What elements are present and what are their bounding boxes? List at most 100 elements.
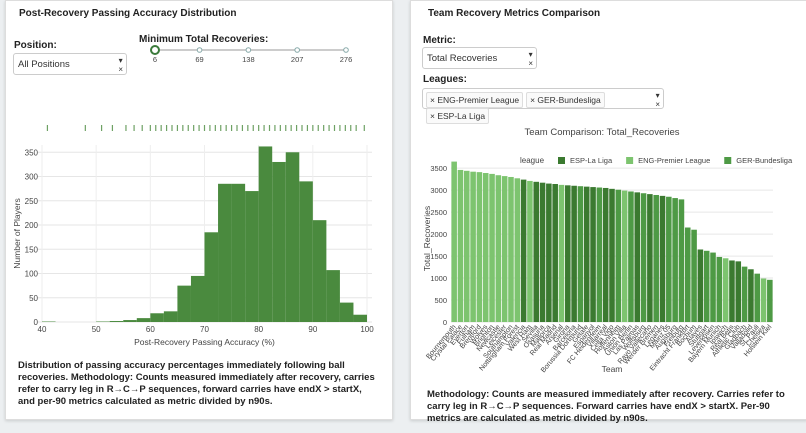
slider-mark-label: 69 <box>195 55 203 64</box>
bar <box>514 178 521 322</box>
bar <box>666 196 672 322</box>
legend-swatch <box>558 157 565 164</box>
bar <box>767 279 773 322</box>
y-tick-label: 150 <box>25 245 39 254</box>
x-tick-label: 100 <box>360 325 374 334</box>
chip-text: ESP-La Liga <box>437 111 486 121</box>
bar <box>476 172 483 322</box>
x-axis-label: Post-Recovery Passing Accuracy (%) <box>134 337 275 347</box>
bar <box>565 185 571 322</box>
bar <box>583 186 590 322</box>
bar <box>546 183 552 322</box>
legend-label: ESP-La Liga <box>570 156 613 165</box>
bar <box>571 185 577 322</box>
bar <box>590 187 596 322</box>
bar <box>621 190 628 322</box>
chip-remove[interactable]: × <box>530 95 538 105</box>
histogram-bar <box>339 302 354 322</box>
bar <box>495 175 502 322</box>
y-tick-label: 250 <box>25 197 39 206</box>
chip-remove[interactable]: × <box>430 111 438 121</box>
chip-remove[interactable]: × <box>430 95 438 105</box>
histogram-bar <box>218 183 232 322</box>
bar <box>489 173 495 322</box>
histogram-bar <box>258 146 273 322</box>
x-tick-label: 80 <box>254 325 263 334</box>
slider-mark-label: 6 <box>153 55 157 64</box>
dropdown-icons: ▾ × <box>118 56 123 74</box>
bar <box>451 161 457 322</box>
leagues-multiselect[interactable]: × ENG-Premier League × GER-Bundesliga× ES… <box>422 88 664 124</box>
description: Distribution of passing accuracy percent… <box>18 360 375 407</box>
slider-mark <box>294 47 300 53</box>
bar <box>464 170 470 322</box>
bar <box>659 195 666 322</box>
bar <box>457 169 464 322</box>
bar <box>703 250 710 322</box>
bar <box>558 184 565 322</box>
bar <box>470 171 476 322</box>
position-dropdown[interactable]: All Positions ▾ × <box>13 53 127 75</box>
bar <box>577 186 584 322</box>
y-tick-label: 1500 <box>430 252 447 261</box>
bar <box>501 176 508 322</box>
y-axis-label: Number of Players <box>12 198 22 268</box>
bar <box>533 181 540 322</box>
bar <box>539 182 546 322</box>
histogram-bar <box>299 181 313 322</box>
histogram-bar <box>123 320 137 322</box>
x-tick-label: 40 <box>38 325 47 334</box>
bar <box>653 194 659 322</box>
histogram-bar <box>285 152 300 322</box>
histogram-bar <box>245 191 259 322</box>
histogram-bar <box>109 321 124 322</box>
slider-mark-label: 276 <box>340 55 353 64</box>
bar <box>615 189 622 322</box>
bar <box>741 266 748 322</box>
bar <box>760 278 767 322</box>
y-tick-label: 300 <box>25 173 39 182</box>
histogram-bar <box>190 275 205 322</box>
y-tick-label: 500 <box>434 296 447 305</box>
histogram-bar <box>272 161 286 322</box>
y-tick-label: 50 <box>29 294 38 303</box>
position-value: All Positions <box>18 59 70 70</box>
panel-title: Post-Recovery Passing Accuracy Distribut… <box>19 8 237 19</box>
league-chip[interactable]: × GER-Bundesliga <box>526 92 605 108</box>
legend-title: league <box>520 156 545 165</box>
y-tick-label: 2000 <box>430 230 447 239</box>
histogram-bar <box>136 318 151 322</box>
bar <box>628 191 634 322</box>
metric-dropdown[interactable]: Total Recoveries ▾ × <box>422 47 537 69</box>
league-chip[interactable]: × ESP-La Liga <box>426 108 490 124</box>
bar <box>722 258 729 322</box>
y-tick-label: 0 <box>443 318 447 327</box>
bar <box>691 229 697 322</box>
bar <box>482 173 489 322</box>
chart-title: Team Comparison: Total_Recoveries <box>524 127 679 138</box>
x-tick-label: 60 <box>146 325 155 334</box>
histogram-bar <box>312 220 327 322</box>
y-axis-label: Total_Recoveries <box>422 206 432 271</box>
bar <box>647 194 653 322</box>
y-tick-label: 2500 <box>430 208 447 217</box>
dropdown-icons: ▾ × <box>528 50 533 68</box>
histogram-bar <box>204 232 219 322</box>
slider-mark <box>196 47 203 53</box>
legend-swatch <box>724 157 732 164</box>
slider-mark-label: 207 <box>291 55 304 64</box>
leagues-label: Leagues: <box>423 74 467 85</box>
histogram-bar <box>163 311 178 322</box>
bar <box>716 256 723 322</box>
legend-swatch <box>626 157 634 164</box>
bar <box>754 273 760 322</box>
bar <box>596 187 603 322</box>
slider-handle[interactable] <box>150 45 160 55</box>
bar <box>634 192 641 322</box>
slider-mark <box>245 47 252 53</box>
bar <box>710 252 716 322</box>
bar <box>602 187 609 322</box>
y-tick-label: 1000 <box>430 274 447 283</box>
